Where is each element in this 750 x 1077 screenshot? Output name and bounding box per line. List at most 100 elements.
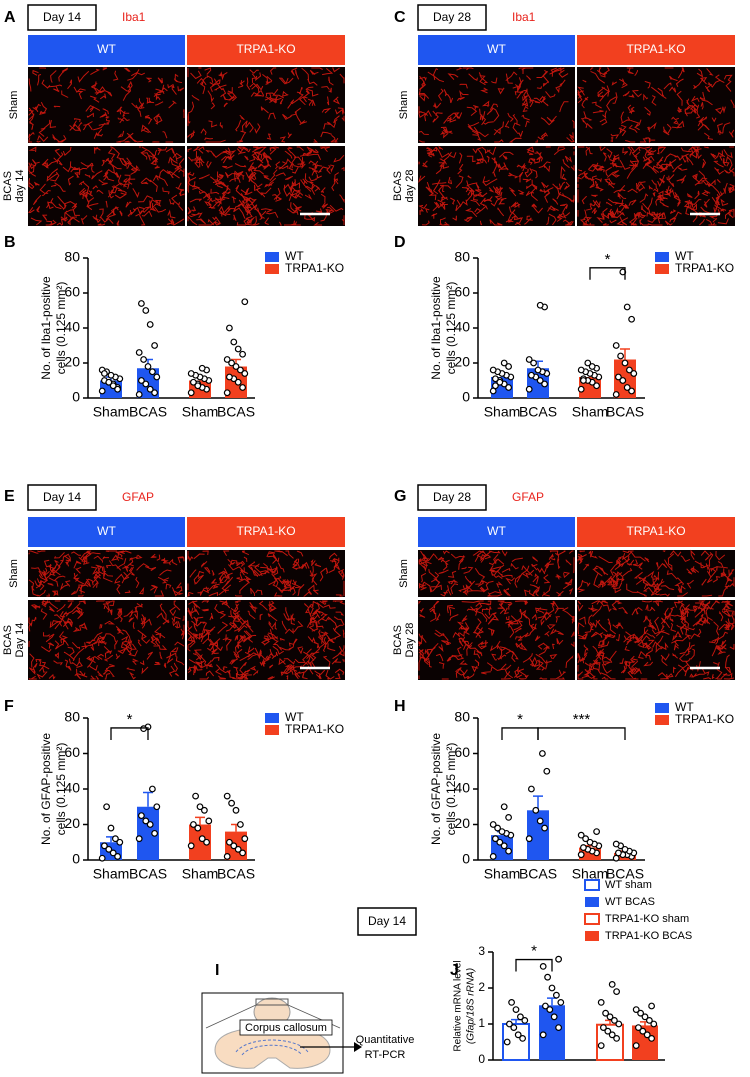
data-point — [580, 377, 587, 384]
day-box — [357, 907, 417, 936]
data-point — [650, 1020, 658, 1028]
data-point — [542, 1002, 549, 1010]
data-point — [153, 803, 161, 811]
data-point — [230, 338, 238, 346]
panel-letter: B — [4, 234, 16, 251]
data-point — [543, 767, 551, 775]
data-point — [577, 851, 585, 859]
y-tick-label: 0 — [462, 389, 470, 405]
data-point — [555, 1024, 562, 1031]
data-point — [623, 384, 631, 391]
data-point — [239, 384, 247, 391]
x-tick-label: BCAS — [606, 866, 644, 882]
data-point — [137, 377, 145, 384]
data-point — [512, 1006, 520, 1013]
data-point — [648, 1002, 655, 1010]
data-point — [528, 785, 535, 793]
significance-bracket — [537, 727, 626, 740]
legend-label: WT — [285, 249, 304, 263]
data-point — [107, 824, 115, 832]
data-point — [534, 366, 542, 374]
data-point — [241, 835, 249, 843]
y-tick-label: 2 — [478, 980, 485, 994]
bar — [189, 824, 211, 860]
row-label: BCAS — [392, 625, 404, 655]
data-point — [577, 366, 585, 374]
data-point — [528, 371, 535, 379]
y-axis-label: cells (0.125 mm²) — [444, 282, 458, 375]
data-point — [225, 838, 233, 846]
day-box — [27, 4, 97, 31]
data-point — [489, 366, 497, 374]
legend-label: WT — [675, 249, 694, 263]
legend-label: TRPA1-KO — [675, 261, 734, 275]
data-point — [107, 371, 115, 379]
data-point — [148, 368, 156, 376]
significance-label: * — [127, 711, 133, 728]
data-point — [536, 301, 544, 309]
data-point — [236, 821, 244, 828]
legend-swatch — [655, 264, 669, 274]
data-point — [232, 806, 240, 814]
panel-letter: E — [4, 488, 15, 505]
data-point — [114, 385, 121, 393]
data-point — [648, 1034, 655, 1042]
data-point — [144, 363, 152, 370]
y-tick-label: 80 — [64, 249, 80, 265]
y-tick-label: 80 — [454, 709, 470, 725]
data-point — [544, 973, 551, 981]
data-point — [630, 370, 638, 377]
data-point — [555, 955, 562, 963]
data-point — [223, 792, 231, 800]
significance-bracket — [501, 727, 539, 740]
data-point — [519, 1034, 526, 1042]
cell-processes — [418, 67, 575, 143]
row-label: BCAS — [392, 171, 404, 201]
stain-label: Iba1 — [122, 10, 146, 24]
y-tick-label: 80 — [454, 249, 470, 265]
data-point — [223, 853, 231, 860]
data-point — [146, 385, 154, 393]
data-point — [137, 300, 145, 307]
data-point — [536, 377, 544, 384]
data-point — [492, 835, 499, 843]
data-point — [621, 845, 629, 853]
stain-label: GFAP — [122, 490, 154, 504]
data-point — [100, 370, 108, 377]
data-point — [142, 817, 150, 825]
data-point — [98, 854, 106, 862]
data-point — [142, 380, 150, 388]
data-point — [646, 1017, 653, 1024]
data-point — [557, 999, 565, 1006]
micrograph — [187, 67, 345, 143]
data-point — [140, 356, 148, 363]
row-label: BCAS — [2, 171, 14, 201]
column-header-label: TRPA1-KO — [626, 42, 685, 56]
data-point — [632, 1006, 640, 1013]
data-point — [517, 1013, 524, 1021]
day-box — [27, 484, 97, 511]
cell-processes — [187, 550, 345, 598]
data-point — [230, 842, 238, 850]
data-point — [505, 814, 513, 821]
micrograph — [28, 600, 185, 680]
column-header — [577, 517, 735, 547]
significance-label: * — [605, 251, 611, 268]
y-tick-label: 1 — [478, 1016, 485, 1030]
data-point — [196, 803, 204, 811]
data-point — [225, 373, 233, 381]
data-point — [234, 345, 242, 353]
column-header-label: TRPA1-KO — [236, 524, 295, 538]
row-label: Day 14 — [14, 623, 26, 658]
y-tick-label: 40 — [64, 780, 80, 796]
data-point — [615, 849, 622, 857]
cell-processes — [577, 146, 735, 226]
data-point — [194, 824, 202, 832]
legend-swatch — [265, 725, 279, 735]
cell-processes — [577, 600, 735, 680]
slice-outline — [255, 998, 289, 1006]
data-point — [105, 845, 113, 853]
legend-label: TRPA1-KO sham — [605, 913, 689, 925]
data-point — [586, 838, 594, 846]
